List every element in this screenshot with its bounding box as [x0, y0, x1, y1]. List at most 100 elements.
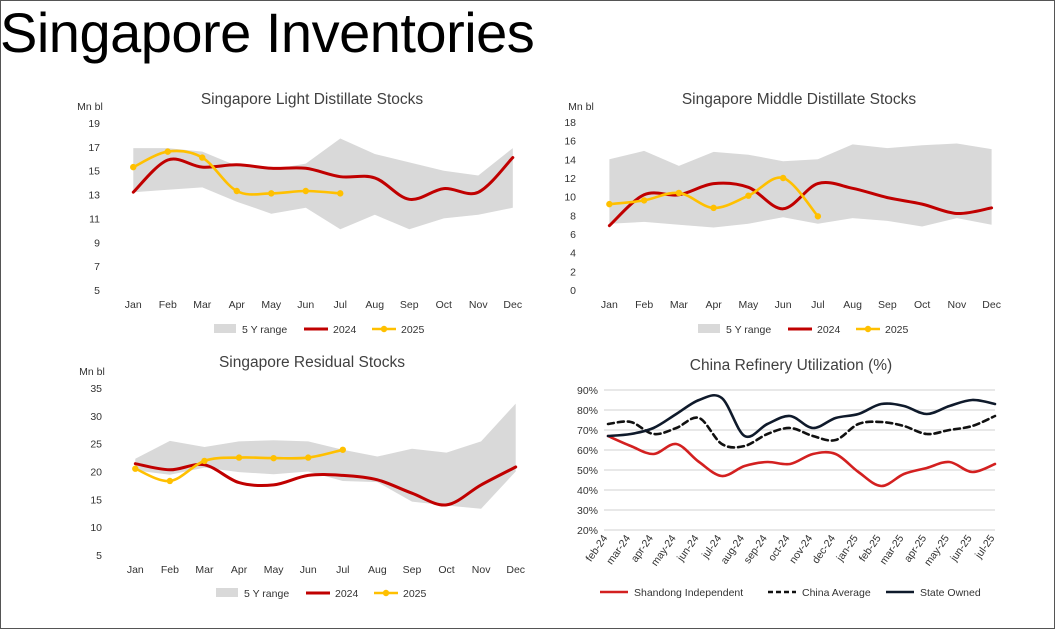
- series-2025-point: [640, 197, 648, 204]
- x-tick-label: mar-25: [877, 533, 906, 567]
- y-tick-label: 16: [564, 136, 576, 148]
- series-2025-point: [779, 174, 787, 182]
- chart-title: Singapore Light Distillate Stocks: [201, 91, 424, 108]
- x-tick-label: Feb: [635, 299, 653, 311]
- chart-middle-distillate: Singapore Middle Distillate Stocks Mn bl 0…: [560, 82, 1030, 342]
- x-tick-label: Mar: [195, 564, 214, 576]
- y-tick-label: 2: [570, 266, 576, 278]
- page-title: Singapore Inventories: [0, 1, 535, 64]
- x-tick-label: Apr: [705, 299, 722, 311]
- series-2025-point: [675, 189, 683, 197]
- y-tick-label: 17: [88, 142, 100, 154]
- legend-2024-label: 2024: [335, 588, 359, 600]
- series-2025-point: [233, 187, 240, 195]
- x-tick-label: aug-24: [718, 533, 747, 567]
- x-tick-label: Aug: [843, 299, 862, 311]
- legend-range-swatch: [216, 588, 238, 597]
- y-tick-label: 40%: [577, 485, 598, 497]
- series-2025-point: [270, 454, 277, 462]
- y-tick-label: 30: [90, 411, 102, 423]
- y-tick-label: 50%: [577, 465, 598, 477]
- x-tick-label: Sep: [400, 299, 419, 311]
- series-2025-point: [814, 213, 822, 220]
- series-2025-point: [710, 204, 717, 212]
- x-tick-label: Dec: [506, 564, 525, 576]
- chart-light-distillate-svg: Singapore Light Distillate Stocks Mn bl 5 7…: [77, 91, 522, 336]
- y-tick-label: 7: [94, 261, 100, 273]
- x-tick-label: Jan: [125, 299, 142, 311]
- legend-shandong-label: Shandong Independent: [634, 587, 743, 599]
- legend-2025-marker: [380, 325, 388, 333]
- x-tick-label: Jun: [775, 299, 792, 311]
- x-tick-label: Dec: [503, 299, 522, 311]
- x-tick-label: May: [264, 564, 285, 576]
- series-2025-point: [268, 190, 275, 197]
- y-tick-label: 10: [564, 192, 576, 204]
- x-tick-label: Apr: [229, 299, 246, 311]
- x-tick-label: Jul: [811, 299, 824, 311]
- x-tick-label: Oct: [914, 299, 930, 311]
- series-shandong-line: [606, 434, 997, 488]
- legend-2024-label: 2024: [817, 324, 841, 336]
- five-year-range-area: [133, 138, 513, 230]
- y-tick-label: 6: [570, 229, 576, 241]
- x-tick-label: Oct: [436, 299, 452, 311]
- y-tick-label: 4: [570, 248, 576, 260]
- chart-light-distillate: Singapore Light Distillate Stocks Mn bl 5 7…: [77, 82, 540, 342]
- legend-2025-label: 2025: [403, 588, 427, 600]
- series-2025-point: [745, 192, 752, 199]
- y-tick-label: 30%: [577, 505, 598, 517]
- y-tick-label: 15: [88, 166, 100, 178]
- series-2025-point: [199, 154, 206, 161]
- y-axis-unit-label: Mn bl: [568, 101, 594, 113]
- series-china-average-line: [606, 414, 997, 449]
- x-tick-label: Sep: [878, 299, 897, 311]
- chart-title: Singapore Middle Distillate Stocks: [682, 91, 917, 108]
- x-tick-label: Jan: [127, 564, 144, 576]
- y-tick-label: 18: [564, 117, 576, 129]
- five-year-range-area: [135, 403, 516, 509]
- legend-range-label: 5 Y range: [244, 588, 289, 600]
- y-tick-label: 13: [88, 190, 100, 202]
- legend-range-label: 5 Y range: [726, 324, 771, 336]
- five-year-range-area: [609, 143, 992, 228]
- x-tick-label: dec-24: [810, 533, 838, 566]
- legend-2025-marker: [382, 589, 390, 597]
- y-tick-label: 35: [90, 383, 102, 395]
- x-tick-label: Mar: [193, 299, 212, 311]
- legend-2025-label: 2025: [885, 324, 909, 336]
- x-tick-label: Feb: [161, 564, 179, 576]
- x-tick-label: Jun: [300, 564, 317, 576]
- y-tick-label: 9: [94, 237, 100, 249]
- x-tick-label: Apr: [231, 564, 248, 576]
- x-tick-label: Nov: [948, 299, 967, 311]
- x-tick-label: Dec: [982, 299, 1001, 311]
- series-2025-point: [339, 446, 346, 453]
- y-tick-label: 11: [89, 213, 100, 225]
- x-tick-label: Aug: [368, 564, 387, 576]
- series-2025-point: [305, 454, 312, 461]
- legend-range-swatch: [698, 324, 720, 333]
- x-tick-label: jul-25: [972, 533, 997, 562]
- chart-middle-distillate-svg: Singapore Middle Distillate Stocks Mn bl 0…: [564, 91, 1001, 336]
- x-tick-label: Aug: [365, 299, 384, 311]
- y-tick-label: 12: [564, 173, 576, 185]
- x-tick-label: May: [738, 299, 759, 311]
- series-2024-line: [607, 181, 994, 228]
- y-tick-label: 20%: [577, 525, 598, 537]
- x-tick-label: Oct: [438, 564, 454, 576]
- chart-title: China Refinery Utilization (%): [690, 357, 892, 374]
- x-tick-label: Mar: [670, 299, 689, 311]
- legend-state-owned-label: State Owned: [920, 587, 981, 599]
- y-tick-label: 70%: [577, 425, 598, 437]
- x-tick-label: jun-25: [948, 533, 975, 565]
- legend-china-average-label: China Average: [802, 587, 871, 599]
- y-tick-label: 5: [94, 285, 100, 297]
- y-tick-label: 8: [570, 210, 576, 222]
- x-tick-label: May: [261, 299, 282, 311]
- y-tick-label: 90%: [577, 385, 598, 397]
- chart-china-utilization: China Refinery Utilization (%) 20% 30% 40% 5…: [560, 348, 1030, 610]
- series-2025-point: [164, 148, 171, 155]
